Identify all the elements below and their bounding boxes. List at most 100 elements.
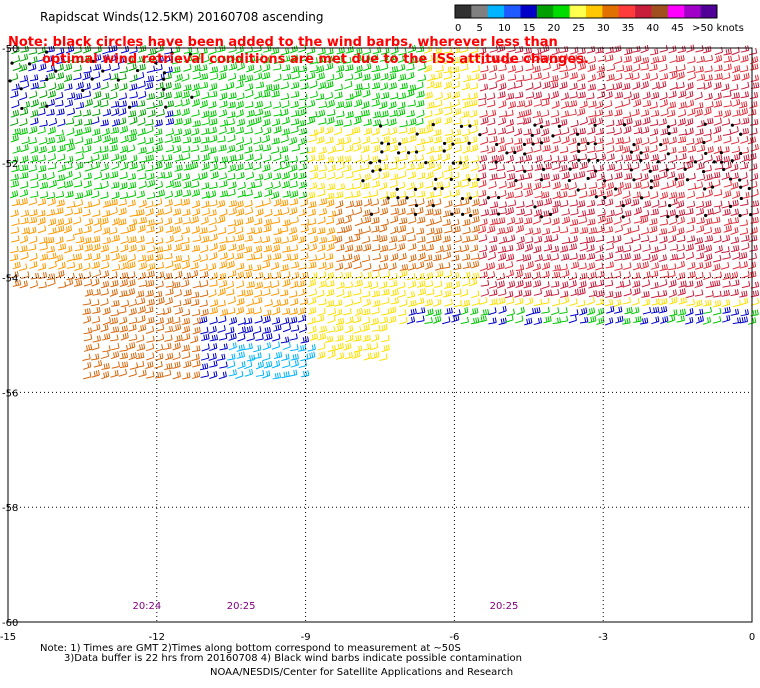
wind-barb-flag (728, 118, 731, 124)
wind-barb (399, 131, 408, 134)
wind-barb-flag (207, 55, 210, 61)
wind-barb-flag (717, 93, 720, 99)
wind-barb (514, 96, 523, 99)
wind-barb-flag (172, 144, 175, 151)
wind-barb-flag (656, 164, 659, 170)
wind-barb-flag (313, 146, 316, 152)
wind-barb-flag (141, 128, 144, 134)
wind-barb (489, 69, 498, 73)
wind-barb-flag (58, 136, 61, 142)
wind-barb-flag (665, 92, 668, 98)
wind-barb (478, 203, 487, 206)
wind-barb-flag (518, 145, 521, 151)
wind-barb-flag (428, 163, 431, 169)
wind-barb (318, 122, 327, 125)
wind-barb-flag (502, 136, 505, 143)
wind-barb-flag (425, 65, 428, 72)
wind-barb (235, 131, 244, 134)
wind-barb-flag (151, 137, 154, 143)
wind-barb (480, 213, 489, 217)
wind-barb-flag (311, 209, 314, 215)
wind-barb-flag (648, 163, 651, 169)
wind-barb-flag (248, 163, 251, 169)
wind-barb-flag (624, 83, 627, 89)
wind-barb-flag (16, 118, 19, 124)
wind-barb-flag (628, 48, 631, 54)
wind-barb-flag (450, 107, 453, 113)
wind-barb-flag (88, 72, 91, 78)
wind-barb-flag (97, 91, 100, 97)
wind-barb-flag (151, 82, 154, 88)
wind-barb-flag (718, 110, 721, 116)
wind-barb (739, 167, 748, 170)
wind-barb-flag (135, 209, 138, 216)
wind-barb-flag (194, 137, 197, 143)
wind-barb (345, 205, 354, 209)
wind-barb (128, 223, 137, 227)
wind-barb-flag (79, 171, 82, 177)
wind-barb (344, 85, 353, 90)
wind-barb-flag (556, 145, 559, 151)
wind-barb-flag (455, 66, 458, 72)
wind-barb-flag (392, 118, 395, 125)
wind-barb-flag (719, 81, 722, 88)
wind-barb-flag (219, 46, 222, 52)
wind-barb (119, 176, 128, 180)
wind-barb-flag (491, 174, 494, 180)
wind-barb-flag (755, 163, 758, 169)
wind-barb-flag (185, 164, 188, 170)
wind-barb-flag (251, 153, 254, 159)
wind-barb-flag (675, 55, 678, 61)
wind-barb-flag (549, 162, 552, 169)
wind-barb-flag (278, 118, 281, 124)
wind-barb (164, 203, 173, 207)
wind-barb-flag (205, 154, 208, 160)
wind-barb (587, 88, 596, 91)
wind-barb-flag (54, 82, 57, 88)
wind-barb-flag (165, 163, 168, 169)
wind-barb-flag (97, 190, 100, 196)
wind-barb-flag (284, 220, 287, 226)
wind-barb-flag (653, 92, 656, 99)
wind-barb (515, 60, 524, 64)
wind-barb-flag (710, 65, 713, 71)
wind-barb-flag (256, 101, 259, 108)
wind-barb (37, 202, 46, 206)
wind-barb-flag (261, 108, 264, 114)
wind-barb-flag (746, 135, 749, 142)
wind-barb-flag (583, 170, 586, 177)
wind-barb (318, 176, 327, 180)
wind-barb-flag (287, 73, 290, 80)
wind-barb-flag (646, 117, 649, 123)
wind-barb (363, 203, 372, 207)
wind-barb (605, 142, 614, 146)
wind-barb-flag (133, 199, 136, 205)
wind-barb-flag (636, 191, 639, 197)
wind-barb (254, 95, 263, 100)
wind-barb-flag (392, 191, 395, 197)
quality-flag-circle (431, 204, 435, 208)
wind-barb (336, 115, 345, 118)
wind-barb-flag (122, 56, 125, 62)
wind-barb-flag (318, 110, 321, 117)
wind-barb-flag (239, 56, 242, 62)
wind-barb-flag (268, 63, 271, 69)
wind-barb (424, 59, 433, 63)
wind-barb (171, 61, 180, 65)
wind-barb-flag (223, 180, 226, 186)
wind-barb-flag (421, 81, 424, 87)
wind-barb-flag (270, 83, 273, 90)
wind-barb-flag (575, 127, 578, 133)
wind-barb-flag (111, 46, 114, 52)
wind-barb (154, 185, 163, 190)
wind-barb (425, 185, 434, 189)
wind-barb (424, 114, 433, 119)
wind-barb-flag (583, 91, 586, 97)
wind-barb-flag (639, 98, 642, 105)
wind-barb-flag (665, 99, 668, 105)
wind-barb-flag (674, 119, 677, 125)
wind-barb-flag (87, 173, 90, 179)
wind-barb-flag (384, 163, 387, 170)
wind-barb-flag (505, 201, 508, 207)
wind-barb-flag (455, 189, 458, 195)
